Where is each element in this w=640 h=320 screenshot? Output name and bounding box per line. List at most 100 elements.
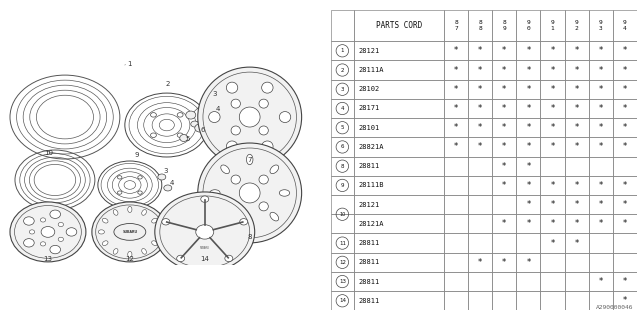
Bar xyxy=(612,60,637,80)
Ellipse shape xyxy=(270,212,278,221)
Text: *: * xyxy=(598,104,603,113)
Text: 13: 13 xyxy=(44,256,52,262)
Text: *: * xyxy=(575,239,579,248)
Ellipse shape xyxy=(227,82,237,93)
Bar xyxy=(589,253,612,272)
Bar xyxy=(540,41,564,60)
Text: 28821A: 28821A xyxy=(358,144,384,150)
Text: *: * xyxy=(550,66,555,75)
Ellipse shape xyxy=(259,126,268,135)
Text: 13: 13 xyxy=(339,279,346,284)
Bar xyxy=(564,214,589,234)
Bar xyxy=(516,137,540,156)
Ellipse shape xyxy=(152,218,157,223)
Bar xyxy=(564,137,589,156)
Ellipse shape xyxy=(50,245,61,254)
Bar xyxy=(589,10,612,41)
Text: 4: 4 xyxy=(216,106,220,112)
Text: *: * xyxy=(526,258,531,267)
Text: 1: 1 xyxy=(340,48,344,53)
Text: *: * xyxy=(502,181,506,190)
Ellipse shape xyxy=(152,241,157,245)
Bar xyxy=(354,291,444,310)
Bar xyxy=(540,195,564,214)
Text: *: * xyxy=(526,162,531,171)
Bar xyxy=(589,41,612,60)
Bar xyxy=(444,253,468,272)
Text: *: * xyxy=(454,142,458,151)
Ellipse shape xyxy=(240,219,248,225)
Bar xyxy=(564,156,589,176)
Text: 28121: 28121 xyxy=(358,48,380,54)
Bar xyxy=(492,137,516,156)
Text: *: * xyxy=(526,181,531,190)
Bar xyxy=(468,156,492,176)
Bar xyxy=(516,214,540,234)
Text: *: * xyxy=(623,142,627,151)
Ellipse shape xyxy=(259,202,268,211)
Bar xyxy=(444,234,468,253)
Ellipse shape xyxy=(221,165,229,174)
Text: *: * xyxy=(598,220,603,228)
Text: 9
3: 9 3 xyxy=(599,20,602,31)
Ellipse shape xyxy=(162,219,170,225)
Bar xyxy=(612,156,637,176)
Text: *: * xyxy=(598,142,603,151)
Text: 9: 9 xyxy=(135,152,140,158)
Ellipse shape xyxy=(113,249,118,254)
Bar xyxy=(444,176,468,195)
Bar xyxy=(612,272,637,291)
Ellipse shape xyxy=(113,210,118,215)
Text: *: * xyxy=(502,142,506,151)
Bar xyxy=(589,195,612,214)
Bar xyxy=(540,291,564,310)
Bar xyxy=(468,291,492,310)
Text: 28811: 28811 xyxy=(358,240,380,246)
Bar xyxy=(331,214,354,234)
Ellipse shape xyxy=(262,82,273,93)
Bar xyxy=(564,118,589,137)
Text: *: * xyxy=(550,142,555,151)
Bar xyxy=(492,156,516,176)
Bar xyxy=(354,60,444,80)
Bar xyxy=(516,253,540,272)
Bar xyxy=(492,118,516,137)
Text: 3: 3 xyxy=(212,91,217,97)
Text: *: * xyxy=(550,181,555,190)
Text: *: * xyxy=(478,123,483,132)
Bar xyxy=(612,291,637,310)
Text: *: * xyxy=(575,181,579,190)
Bar xyxy=(589,137,612,156)
Ellipse shape xyxy=(201,196,209,202)
Bar xyxy=(492,253,516,272)
Bar xyxy=(468,60,492,80)
Text: 28811: 28811 xyxy=(358,259,380,265)
Text: *: * xyxy=(526,66,531,75)
Text: 6: 6 xyxy=(201,127,205,133)
Ellipse shape xyxy=(246,154,253,165)
Bar xyxy=(540,60,564,80)
Bar xyxy=(564,234,589,253)
Ellipse shape xyxy=(156,230,161,234)
Text: SUBARU: SUBARU xyxy=(200,246,210,250)
Bar xyxy=(540,214,564,234)
Bar xyxy=(331,41,354,60)
Ellipse shape xyxy=(231,126,241,135)
Bar xyxy=(331,176,354,195)
Ellipse shape xyxy=(158,174,166,180)
Text: *: * xyxy=(454,85,458,94)
Bar xyxy=(331,234,354,253)
Text: *: * xyxy=(526,104,531,113)
Bar xyxy=(589,234,612,253)
Bar xyxy=(564,176,589,195)
Text: *: * xyxy=(526,85,531,94)
Text: 9: 9 xyxy=(340,183,344,188)
Text: 3: 3 xyxy=(340,87,344,92)
Text: *: * xyxy=(478,85,483,94)
Text: 8
8: 8 8 xyxy=(478,20,482,31)
Ellipse shape xyxy=(24,217,34,225)
Text: *: * xyxy=(575,85,579,94)
Ellipse shape xyxy=(196,225,214,239)
Text: *: * xyxy=(550,104,555,113)
Text: 2: 2 xyxy=(166,81,170,87)
